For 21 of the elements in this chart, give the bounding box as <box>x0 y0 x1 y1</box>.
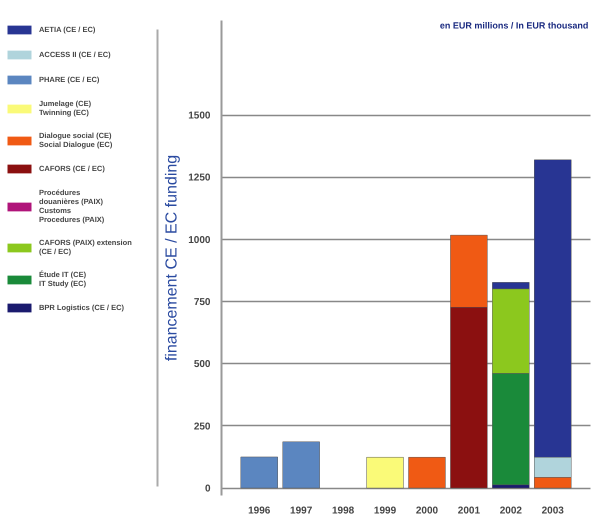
y-tick-label: 1500 <box>188 110 211 122</box>
x-tick-label: 1998 <box>332 506 355 516</box>
x-tick-label: 2000 <box>416 506 439 516</box>
y-tick-label: 1000 <box>188 234 211 246</box>
annotation: en EUR millions / In EUR thousand <box>440 20 588 30</box>
x-tick-label: 1999 <box>374 506 397 516</box>
x-tick-label: 2002 <box>500 506 522 516</box>
y-tick-label: 1250 <box>188 172 211 184</box>
bar <box>408 456 446 488</box>
y-axis-title: financement CE / EC funding <box>163 154 180 362</box>
x-tick-label: 2003 <box>542 506 564 516</box>
y-tick-label: 0 <box>204 484 211 495</box>
y-tick-label: 250 <box>194 421 211 432</box>
bar <box>366 456 404 488</box>
y-tick-label: 750 <box>194 297 211 308</box>
x-tick-label: 1996 <box>248 506 271 516</box>
x-tick-label: 1997 <box>290 506 313 516</box>
y-tick-label: 500 <box>194 359 211 370</box>
bar <box>282 442 320 488</box>
bar <box>240 456 278 488</box>
x-tick-label: 2001 <box>458 506 480 516</box>
